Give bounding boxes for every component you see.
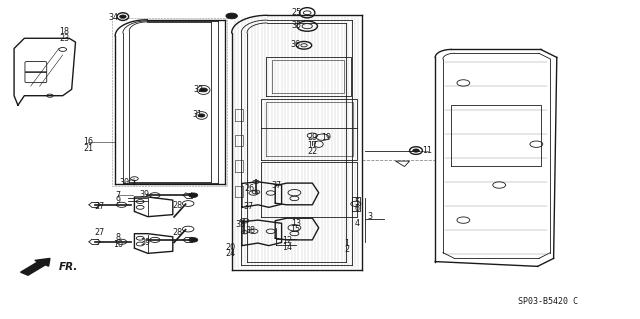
Text: 8: 8 (116, 233, 121, 242)
Text: 34: 34 (109, 13, 119, 22)
Text: FR.: FR. (59, 262, 78, 272)
FancyArrow shape (20, 258, 50, 275)
Text: 6: 6 (355, 204, 360, 213)
Text: 28: 28 (173, 228, 183, 237)
Circle shape (413, 149, 419, 152)
Text: 17: 17 (307, 141, 317, 150)
Text: 4: 4 (355, 219, 360, 228)
Circle shape (189, 193, 198, 197)
Text: 37: 37 (243, 202, 253, 211)
Text: 2: 2 (344, 245, 349, 254)
Text: 37: 37 (271, 181, 282, 190)
Text: 12: 12 (282, 236, 292, 245)
Text: 10: 10 (113, 240, 124, 249)
Circle shape (120, 15, 126, 18)
Text: 20: 20 (225, 243, 236, 252)
Text: 35: 35 (291, 21, 301, 30)
Text: 33: 33 (235, 220, 245, 229)
Text: 24: 24 (225, 249, 236, 258)
Circle shape (200, 88, 207, 92)
Circle shape (189, 238, 198, 242)
Text: 38: 38 (246, 226, 256, 235)
Text: 29: 29 (307, 133, 317, 142)
Text: 1: 1 (344, 239, 349, 248)
Text: 5: 5 (355, 198, 360, 207)
Text: 26: 26 (244, 184, 255, 193)
Text: 19: 19 (321, 133, 332, 142)
Text: 13: 13 (291, 219, 301, 228)
Text: 30: 30 (120, 178, 130, 187)
Text: 14: 14 (282, 243, 292, 252)
Text: 23: 23 (59, 34, 69, 43)
Text: SP03-B5420 C: SP03-B5420 C (518, 297, 579, 306)
Text: 21: 21 (83, 144, 93, 153)
Text: 3: 3 (367, 212, 372, 221)
Text: 39: 39 (139, 190, 149, 199)
Text: 18: 18 (59, 27, 69, 36)
Text: 15: 15 (291, 225, 301, 234)
Circle shape (226, 13, 237, 19)
Text: 11: 11 (422, 146, 433, 155)
Text: 32: 32 (193, 85, 204, 94)
Text: 39: 39 (141, 238, 151, 247)
Text: 25: 25 (291, 8, 301, 17)
Text: 28: 28 (173, 201, 183, 210)
Text: 27: 27 (94, 228, 104, 237)
Text: 9: 9 (116, 197, 121, 205)
Text: 16: 16 (83, 137, 93, 146)
Text: 36: 36 (290, 40, 300, 48)
Text: 7: 7 (116, 191, 121, 200)
Text: 31: 31 (192, 110, 202, 119)
Text: 22: 22 (307, 147, 317, 156)
Circle shape (198, 114, 205, 117)
Text: 27: 27 (94, 202, 104, 211)
